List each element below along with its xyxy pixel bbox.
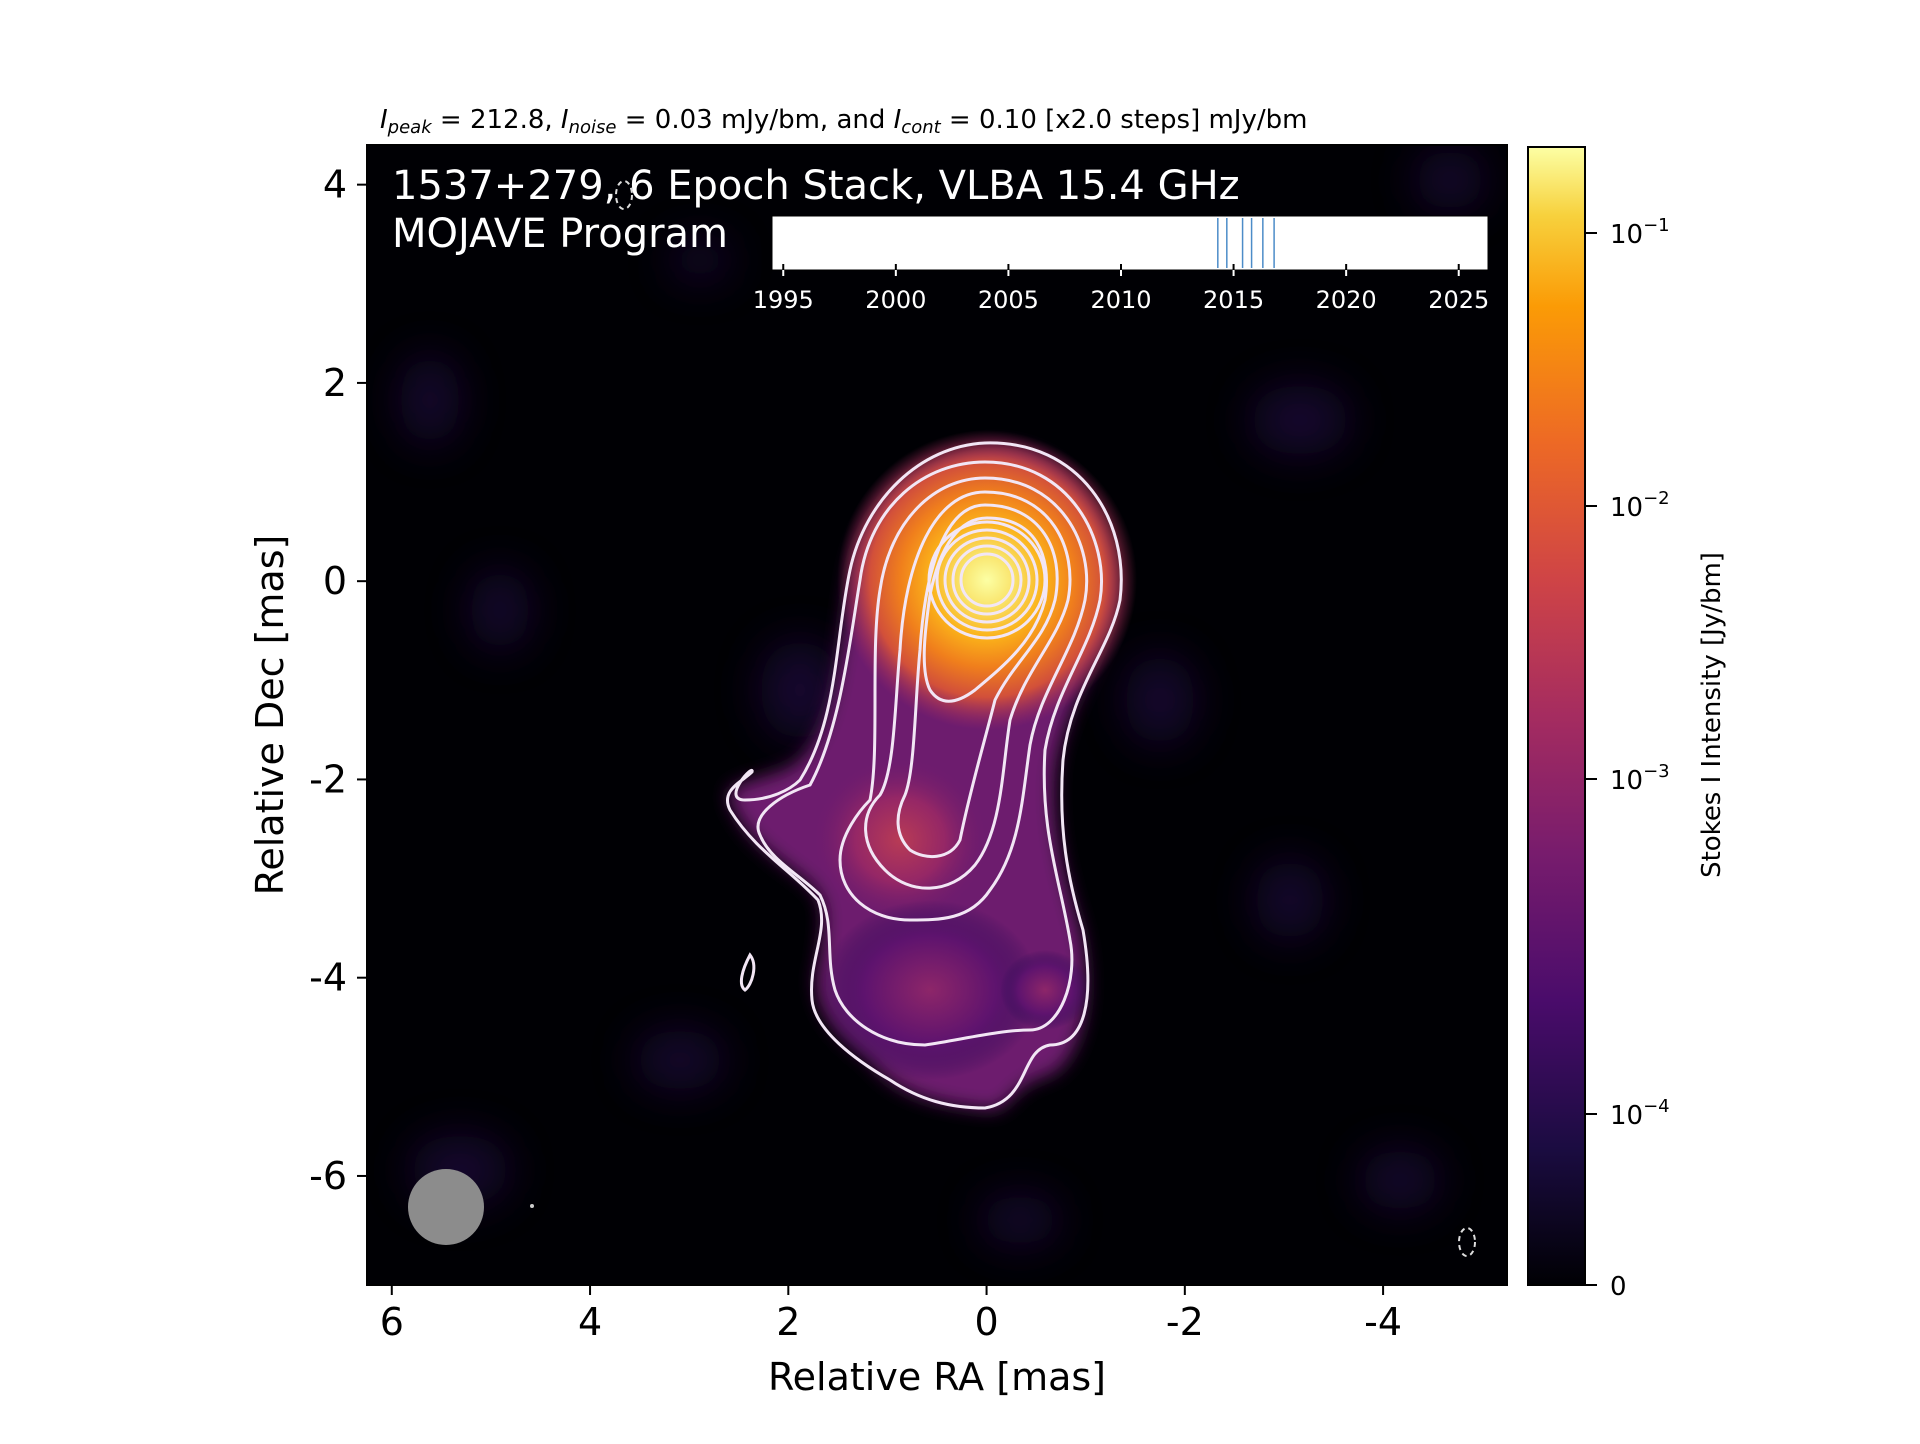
timeline-box <box>771 215 1489 271</box>
beam-ellipse <box>408 1169 484 1245</box>
contour-7 <box>927 520 1047 640</box>
colorbar-tick-label: 10−4 <box>1610 1096 1670 1131</box>
colorbar-tick-exponent: −4 <box>1643 1096 1670 1117</box>
beam-marker <box>530 1204 534 1208</box>
neg-contour-2 <box>1458 1227 1476 1257</box>
colorbar: 10−1 10−2 10−3 10−4 0 Stokes I Intensity [Jy… <box>1527 146 1727 1302</box>
jet-knot-glow <box>810 755 990 925</box>
colorbar-tick-label: 10−1 <box>1610 215 1670 250</box>
y-tick-label: 4 <box>323 163 347 207</box>
noise-subscript: noise <box>569 117 617 138</box>
image-plot: 1537+279, 6 Epoch Stack, VLBA 15.4 GHz M… <box>367 145 1507 1285</box>
timeline-year-label: 2000 <box>865 286 926 314</box>
cont-symbol: I <box>894 105 902 135</box>
y-tick-label: -6 <box>309 1154 347 1198</box>
colorbar-tick-exponent: −3 <box>1643 761 1670 782</box>
epoch-lines <box>1217 218 1275 268</box>
x-tick-label: -4 <box>1364 1300 1402 1344</box>
y-tick-label: 2 <box>323 361 347 405</box>
contour-10 <box>951 544 1023 616</box>
x-tick-label: 2 <box>776 1300 800 1344</box>
contour-4 <box>864 490 1072 890</box>
colorbar-tick-exponent: −1 <box>1643 215 1670 236</box>
contour-5 <box>896 503 1059 859</box>
overlay-line1: 1537+279, 6 Epoch Stack, VLBA 15.4 GHz <box>392 163 1240 209</box>
x-axis-ticks: 6 4 2 0 -2 -4 <box>380 1285 1402 1344</box>
contour-3 <box>838 476 1089 922</box>
plot-frame <box>366 144 1508 1286</box>
colorbar-label: Stokes I Intensity [Jy/bm] <box>1697 552 1727 878</box>
cont-value: = 0.10 [x2.0 steps] mJy/bm <box>941 105 1308 135</box>
y-tick-label: 0 <box>323 559 347 603</box>
timeline-year-label: 2010 <box>1090 286 1151 314</box>
contour-11 <box>959 552 1015 608</box>
colorbar-tick-label: 10−3 <box>1610 761 1670 796</box>
timeline-year-label: 2020 <box>1316 286 1377 314</box>
peak-symbol: I <box>380 105 388 135</box>
overlay-line2: MOJAVE Program <box>392 211 728 257</box>
x-tick-label: 4 <box>578 1300 602 1344</box>
y-tick-label: -4 <box>309 956 347 1000</box>
timeline-year-label: 2015 <box>1203 286 1264 314</box>
colorbar-gradient <box>1527 146 1586 1286</box>
timeline-year-label: 2005 <box>978 286 1039 314</box>
negative-contours <box>615 180 1476 1257</box>
contours <box>726 441 1123 1110</box>
timeline-year-label: 2025 <box>1428 286 1489 314</box>
cont-subscript: cont <box>901 117 941 138</box>
core-glow <box>837 430 1137 730</box>
colorbar-tick-label: 0 <box>1610 1272 1627 1302</box>
peak-subscript: peak <box>387 117 434 138</box>
x-tick-label: 6 <box>380 1300 404 1344</box>
colorbar-tick-label: 10−2 <box>1610 488 1670 523</box>
contour-8 <box>935 528 1039 632</box>
colorbar-ticks: 10−1 10−2 10−3 10−4 0 <box>1585 215 1670 1302</box>
timeline-ticks: 1995 2000 2005 2010 2015 2020 2025 <box>753 264 1489 314</box>
y-axis-label: Relative Dec [mas] <box>248 535 292 896</box>
contour-9 <box>943 536 1031 624</box>
plot-header: Ipeak = 212.8, Inoise = 0.03 mJy/bm, and… <box>380 105 1307 138</box>
epoch-timeline: 1995 2000 2005 2010 2015 2020 2025 <box>753 215 1489 314</box>
timeline-year-label: 1995 <box>753 286 814 314</box>
x-tick-label: -2 <box>1166 1300 1204 1344</box>
jet-knot-right <box>1000 950 1090 1030</box>
contour-1b <box>739 952 756 992</box>
x-axis-label: Relative RA [mas] <box>768 1355 1106 1399</box>
y-tick-label: -2 <box>309 757 347 801</box>
colorbar-tick-exponent: −2 <box>1643 488 1670 509</box>
contour-2 <box>756 460 1103 1047</box>
y-axis-ticks: 4 2 0 -2 -4 -6 <box>309 163 367 1198</box>
contour-6 <box>922 516 1048 703</box>
contour-1 <box>726 441 1123 1110</box>
noise-value: = 0.03 mJy/bm, and <box>616 105 893 135</box>
neg-contour-1 <box>615 180 633 210</box>
peak-value: = 212.8, <box>432 105 561 135</box>
x-tick-label: 0 <box>974 1300 998 1344</box>
noise-symbol: I <box>561 105 569 135</box>
